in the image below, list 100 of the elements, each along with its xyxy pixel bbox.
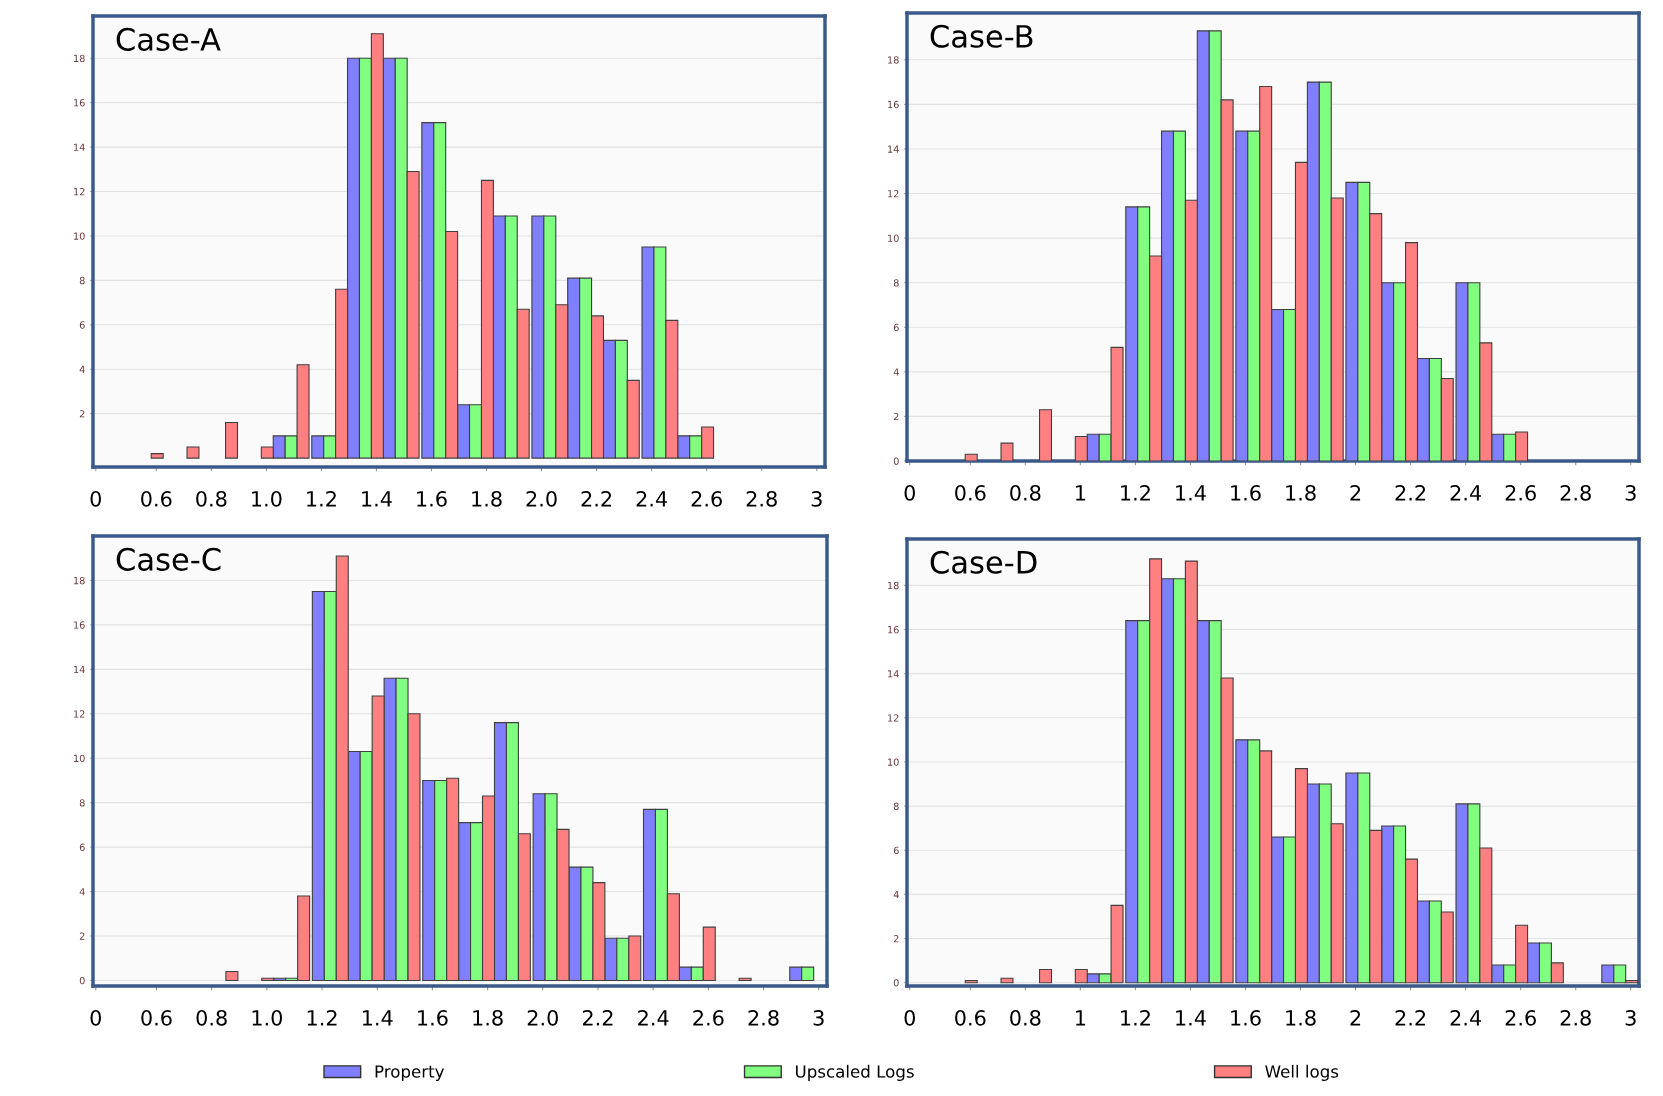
y-tick-label: 0 bbox=[893, 979, 899, 987]
y-tick-label: 4 bbox=[893, 891, 899, 899]
y-tick-label: 14 bbox=[888, 670, 899, 678]
x-tick-label: 1.4 bbox=[362, 491, 392, 507]
y-tick-label: 14 bbox=[74, 143, 85, 151]
bar bbox=[186, 446, 200, 459]
x-tick-label: 3 bbox=[813, 1009, 824, 1026]
x-tick-label: 2.0 bbox=[526, 490, 557, 507]
x-tick-label: 2.2 bbox=[1395, 1009, 1426, 1026]
chart-title: Case-B bbox=[930, 24, 1033, 48]
y-tick-label: 2 bbox=[893, 935, 899, 943]
y-tick-label: 2 bbox=[893, 412, 899, 421]
y-tick-label: 8 bbox=[79, 276, 85, 285]
x-tick-label: 0.8 bbox=[196, 490, 227, 507]
chart-title: Case-D bbox=[930, 550, 1037, 574]
x-tick-label: 1.4 bbox=[362, 1010, 393, 1026]
x-tick-label: 1 bbox=[1076, 1010, 1086, 1026]
x-tick-label: 0.6 bbox=[141, 1009, 172, 1026]
y-tick-label: 12 bbox=[74, 710, 85, 718]
x-tick-label: 1.2 bbox=[307, 490, 336, 507]
bar bbox=[1000, 442, 1014, 461]
y-tick-label: 12 bbox=[74, 187, 85, 196]
y-tick-label: 6 bbox=[893, 846, 899, 855]
bar bbox=[738, 977, 752, 981]
x-tick-label: 0.6 bbox=[141, 490, 172, 507]
x-tick-label: 3 bbox=[1625, 1009, 1636, 1026]
legend-label: Well logs bbox=[1265, 1064, 1339, 1081]
x-tick-label: 0.8 bbox=[1010, 484, 1041, 501]
y-tick-label: 16 bbox=[888, 625, 899, 634]
bar bbox=[225, 971, 239, 981]
x-tick-label: 1.8 bbox=[473, 1009, 503, 1026]
x-tick-label: 2.4 bbox=[636, 490, 668, 507]
x-tick-label: 1.4 bbox=[1176, 485, 1206, 501]
x-tick-label: 2.4 bbox=[638, 1009, 669, 1026]
y-tick-label: 12 bbox=[888, 190, 899, 198]
y-tick-label: 18 bbox=[888, 56, 899, 64]
x-tick-label: 0.6 bbox=[955, 484, 986, 501]
y-tick-label: 6 bbox=[79, 843, 85, 851]
y-tick-label: 18 bbox=[74, 54, 85, 63]
x-tick-label: 1 bbox=[1076, 485, 1086, 501]
y-tick-label: 2 bbox=[79, 410, 85, 418]
x-tick-label: 2 bbox=[1350, 1009, 1361, 1026]
bar bbox=[1000, 977, 1014, 984]
y-tick-label: 18 bbox=[888, 581, 899, 590]
y-tick-label: 0 bbox=[893, 457, 899, 465]
x-tick-label: 1.6 bbox=[418, 1009, 448, 1026]
x-tick-label: 1.6 bbox=[1231, 484, 1261, 501]
y-tick-label: 18 bbox=[74, 576, 85, 585]
x-tick-label: 1.8 bbox=[1286, 1009, 1316, 1026]
x-tick-label: 1.6 bbox=[417, 490, 447, 507]
x-tick-label: 2.8 bbox=[748, 1009, 779, 1026]
x-tick-label: 0.8 bbox=[196, 1009, 227, 1026]
bar bbox=[224, 422, 239, 459]
chart-title: Case-C bbox=[116, 547, 221, 571]
x-tick-label: 2.6 bbox=[1505, 484, 1536, 501]
x-tick-label: 1.4 bbox=[1176, 1010, 1206, 1026]
y-tick-label: 6 bbox=[79, 321, 85, 329]
x-tick-label: 2.8 bbox=[746, 490, 777, 507]
x-tick-label: 2.6 bbox=[1505, 1009, 1536, 1026]
x-tick-label: 2.6 bbox=[691, 490, 722, 507]
x-tick-label: 2.8 bbox=[1560, 1009, 1591, 1026]
y-tick-label: 10 bbox=[74, 754, 85, 763]
x-tick-label: 2.0 bbox=[527, 1009, 558, 1026]
y-tick-label: 14 bbox=[888, 145, 899, 153]
x-tick-label: 1.0 bbox=[252, 490, 282, 507]
bar bbox=[964, 979, 978, 984]
y-tick-label: 10 bbox=[74, 232, 85, 240]
x-tick-label: 1.2 bbox=[1121, 484, 1150, 501]
x-tick-label: 2.2 bbox=[582, 1009, 613, 1026]
bar bbox=[1038, 409, 1053, 461]
y-tick-label: 12 bbox=[888, 714, 899, 722]
x-tick-label: 3 bbox=[811, 490, 822, 507]
y-tick-label: 8 bbox=[893, 279, 899, 287]
x-tick-label: 1.6 bbox=[1231, 1009, 1261, 1026]
y-tick-label: 6 bbox=[893, 323, 899, 332]
x-tick-label: 0.6 bbox=[955, 1009, 986, 1026]
bar bbox=[964, 453, 978, 461]
y-tick-label: 4 bbox=[79, 888, 85, 896]
x-tick-label: 2.2 bbox=[1395, 484, 1426, 501]
x-tick-label: 2.4 bbox=[1450, 484, 1482, 501]
legend-label: Property bbox=[375, 1065, 445, 1081]
y-tick-label: 16 bbox=[74, 99, 85, 107]
x-tick-label: 2.4 bbox=[1450, 1009, 1482, 1026]
x-tick-label: 0 bbox=[904, 484, 915, 501]
y-tick-label: 0 bbox=[79, 976, 85, 985]
x-tick-label: 1.2 bbox=[1121, 1009, 1150, 1026]
x-tick-label: 1.8 bbox=[1286, 484, 1316, 501]
x-tick-label: 2 bbox=[1350, 484, 1361, 501]
y-tick-label: 10 bbox=[888, 758, 899, 766]
x-tick-label: 1.2 bbox=[307, 1009, 337, 1026]
y-tick-label: 16 bbox=[74, 621, 85, 629]
x-tick-label: 3 bbox=[1625, 484, 1636, 501]
y-tick-label: 10 bbox=[888, 234, 899, 242]
x-tick-label: 2.6 bbox=[693, 1009, 724, 1026]
x-tick-label: 0 bbox=[904, 1009, 915, 1026]
y-tick-label: 4 bbox=[79, 365, 85, 373]
x-tick-label: 0 bbox=[90, 490, 101, 507]
y-tick-label: 14 bbox=[74, 665, 85, 674]
x-tick-label: 2.8 bbox=[1560, 484, 1591, 501]
x-tick-label: 1.8 bbox=[472, 490, 502, 507]
